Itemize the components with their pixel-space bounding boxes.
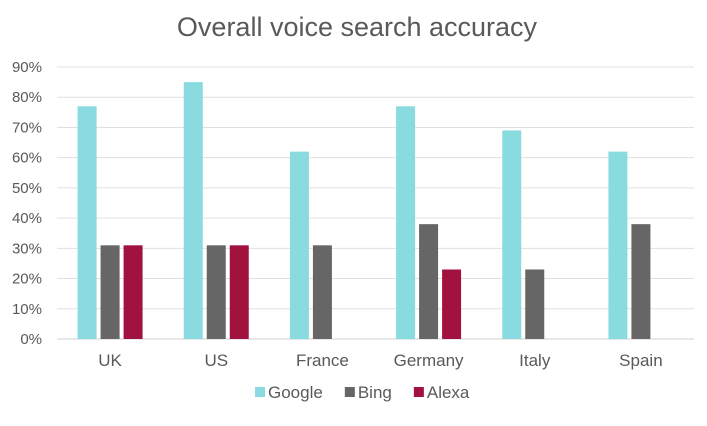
gridlines [57,66,694,340]
bar-alexa [123,245,143,339]
bar-google [183,82,203,339]
legend: Google Bing Alexa [255,383,470,402]
bars [77,82,651,340]
y-tick-label: 60% [12,150,42,167]
y-tick-label: 40% [12,210,42,227]
y-tick-label: 70% [12,119,42,136]
legend-swatch-google [255,387,265,397]
y-tick-label: 80% [12,89,42,106]
bar-bing [312,245,332,339]
bar-google [289,151,309,339]
bar-google [502,130,522,339]
x-category-label: Germany [394,351,464,370]
bar-bing [631,224,651,339]
x-category-label: Spain [619,351,662,370]
y-tick-label: 0% [20,331,42,348]
legend-swatch-alexa [413,387,424,397]
bar-bing [100,245,120,339]
legend-swatch-bing [344,387,355,397]
legend-label-alexa: Alexa [427,383,470,402]
y-axis-ticks: 0% 10% 20% 30% 40% 50% 60% 70% 80% 90% [12,59,42,348]
legend-label-bing: Bing [358,383,392,402]
y-tick-label: 10% [12,301,42,318]
bar-google [396,106,416,340]
bar-bing [419,224,439,339]
bar-google [608,151,628,339]
bar-alexa [229,245,249,339]
chart-title: Overall voice search accuracy [177,12,538,42]
y-tick-label: 30% [12,240,42,257]
y-tick-label: 50% [12,180,42,197]
bar-bing [525,269,545,339]
x-category-label: US [204,351,228,370]
x-category-label: France [296,351,349,370]
x-category-label: UK [98,351,122,370]
legend-label-google: Google [268,383,323,402]
bar-alexa [442,269,462,339]
y-tick-label: 20% [12,271,42,288]
bar-bing [206,245,226,339]
x-category-label: Italy [519,351,551,370]
x-axis-categories: UK US France Germany Italy Spain [98,351,662,370]
y-tick-label: 90% [12,59,42,76]
bar-google [77,106,97,340]
